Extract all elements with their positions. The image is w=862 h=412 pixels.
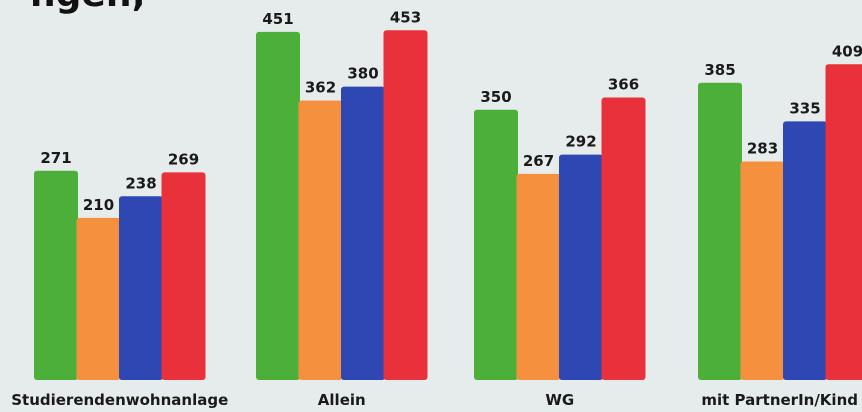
value-label: 380 <box>347 65 378 83</box>
value-label: 269 <box>168 150 199 168</box>
value-label: 366 <box>608 75 639 93</box>
bar-3-2 <box>516 173 561 380</box>
bar-1-3 <box>119 196 163 380</box>
bar-4-4 <box>825 64 862 380</box>
bar-1-1 <box>34 170 78 380</box>
value-label: 362 <box>305 79 336 97</box>
bar-2-1 <box>256 31 300 380</box>
value-label: 238 <box>125 174 156 192</box>
chart-title-fragment: ngen; <box>30 0 146 15</box>
bar-2-3 <box>341 86 385 380</box>
category-label: WG <box>545 391 574 409</box>
bar-1-4 <box>161 172 206 380</box>
value-label: 451 <box>262 10 293 28</box>
value-label: 210 <box>83 196 114 214</box>
value-label: 271 <box>40 149 71 167</box>
bar-3-4 <box>601 97 646 380</box>
category-label: Allein <box>318 391 366 409</box>
value-label: 283 <box>747 140 778 158</box>
category-label: Studierendenwohnanlage <box>11 391 228 409</box>
value-label: 409 <box>832 42 862 60</box>
value-label: 385 <box>704 61 735 79</box>
bar-3-3 <box>559 154 603 380</box>
bar-4-2 <box>740 161 785 380</box>
category-label: mit PartnerIn/Kind <box>701 391 858 409</box>
value-label: 350 <box>480 88 511 106</box>
bar-4-3 <box>783 121 827 380</box>
bar-2-4 <box>383 30 428 381</box>
bar-1-2 <box>76 217 121 380</box>
value-label: 335 <box>789 99 820 117</box>
bar-4-1 <box>698 82 742 380</box>
bar-2-2 <box>298 100 343 380</box>
value-label: 267 <box>523 152 554 170</box>
value-label: 453 <box>390 8 421 26</box>
bar-3-1 <box>474 109 518 381</box>
value-label: 292 <box>565 133 596 151</box>
